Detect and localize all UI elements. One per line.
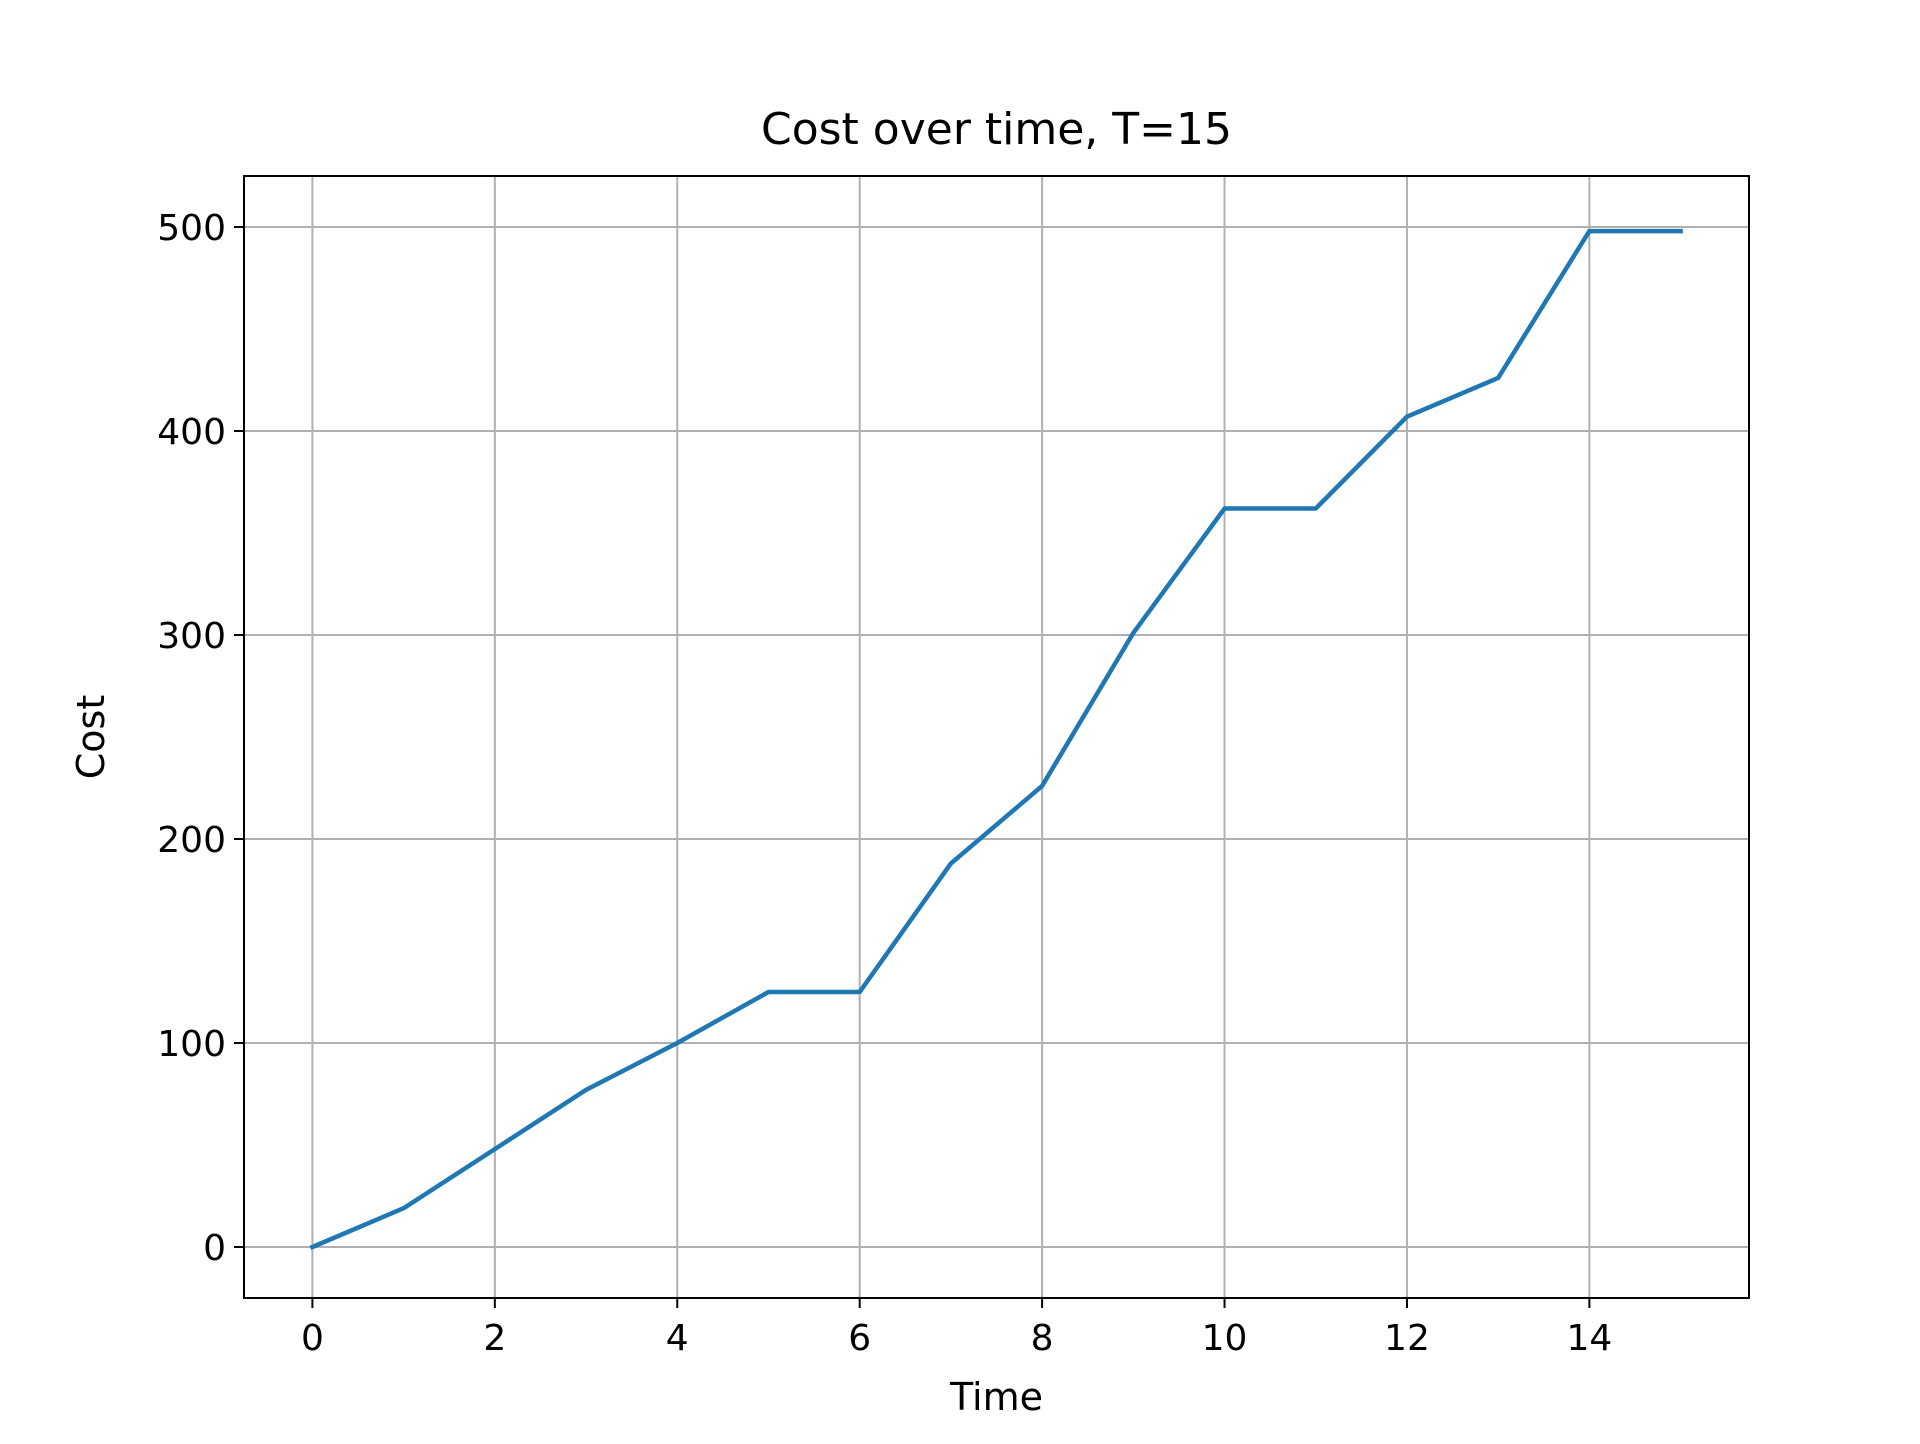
y-tick-label: 400 — [157, 412, 226, 453]
x-tick-label: 12 — [1384, 1318, 1430, 1359]
x-tick-label: 10 — [1202, 1318, 1248, 1359]
y-tick-label: 200 — [157, 820, 226, 861]
x-tick-label: 4 — [666, 1318, 689, 1359]
y-tick-label: 0 — [203, 1228, 226, 1269]
y-tick-label: 300 — [157, 616, 226, 657]
x-tick-label: 6 — [848, 1318, 871, 1359]
x-axis-label: Time — [949, 1375, 1043, 1419]
chart-title: Cost over time, T=15 — [761, 104, 1232, 155]
x-tick-label: 14 — [1566, 1318, 1612, 1359]
y-tick-label: 100 — [157, 1024, 226, 1065]
x-tick-label: 8 — [1031, 1318, 1054, 1359]
x-tick-label: 2 — [483, 1318, 506, 1359]
y-axis-label: Cost — [69, 695, 113, 779]
y-tick-label: 500 — [157, 208, 226, 249]
x-tick-label: 0 — [301, 1318, 324, 1359]
